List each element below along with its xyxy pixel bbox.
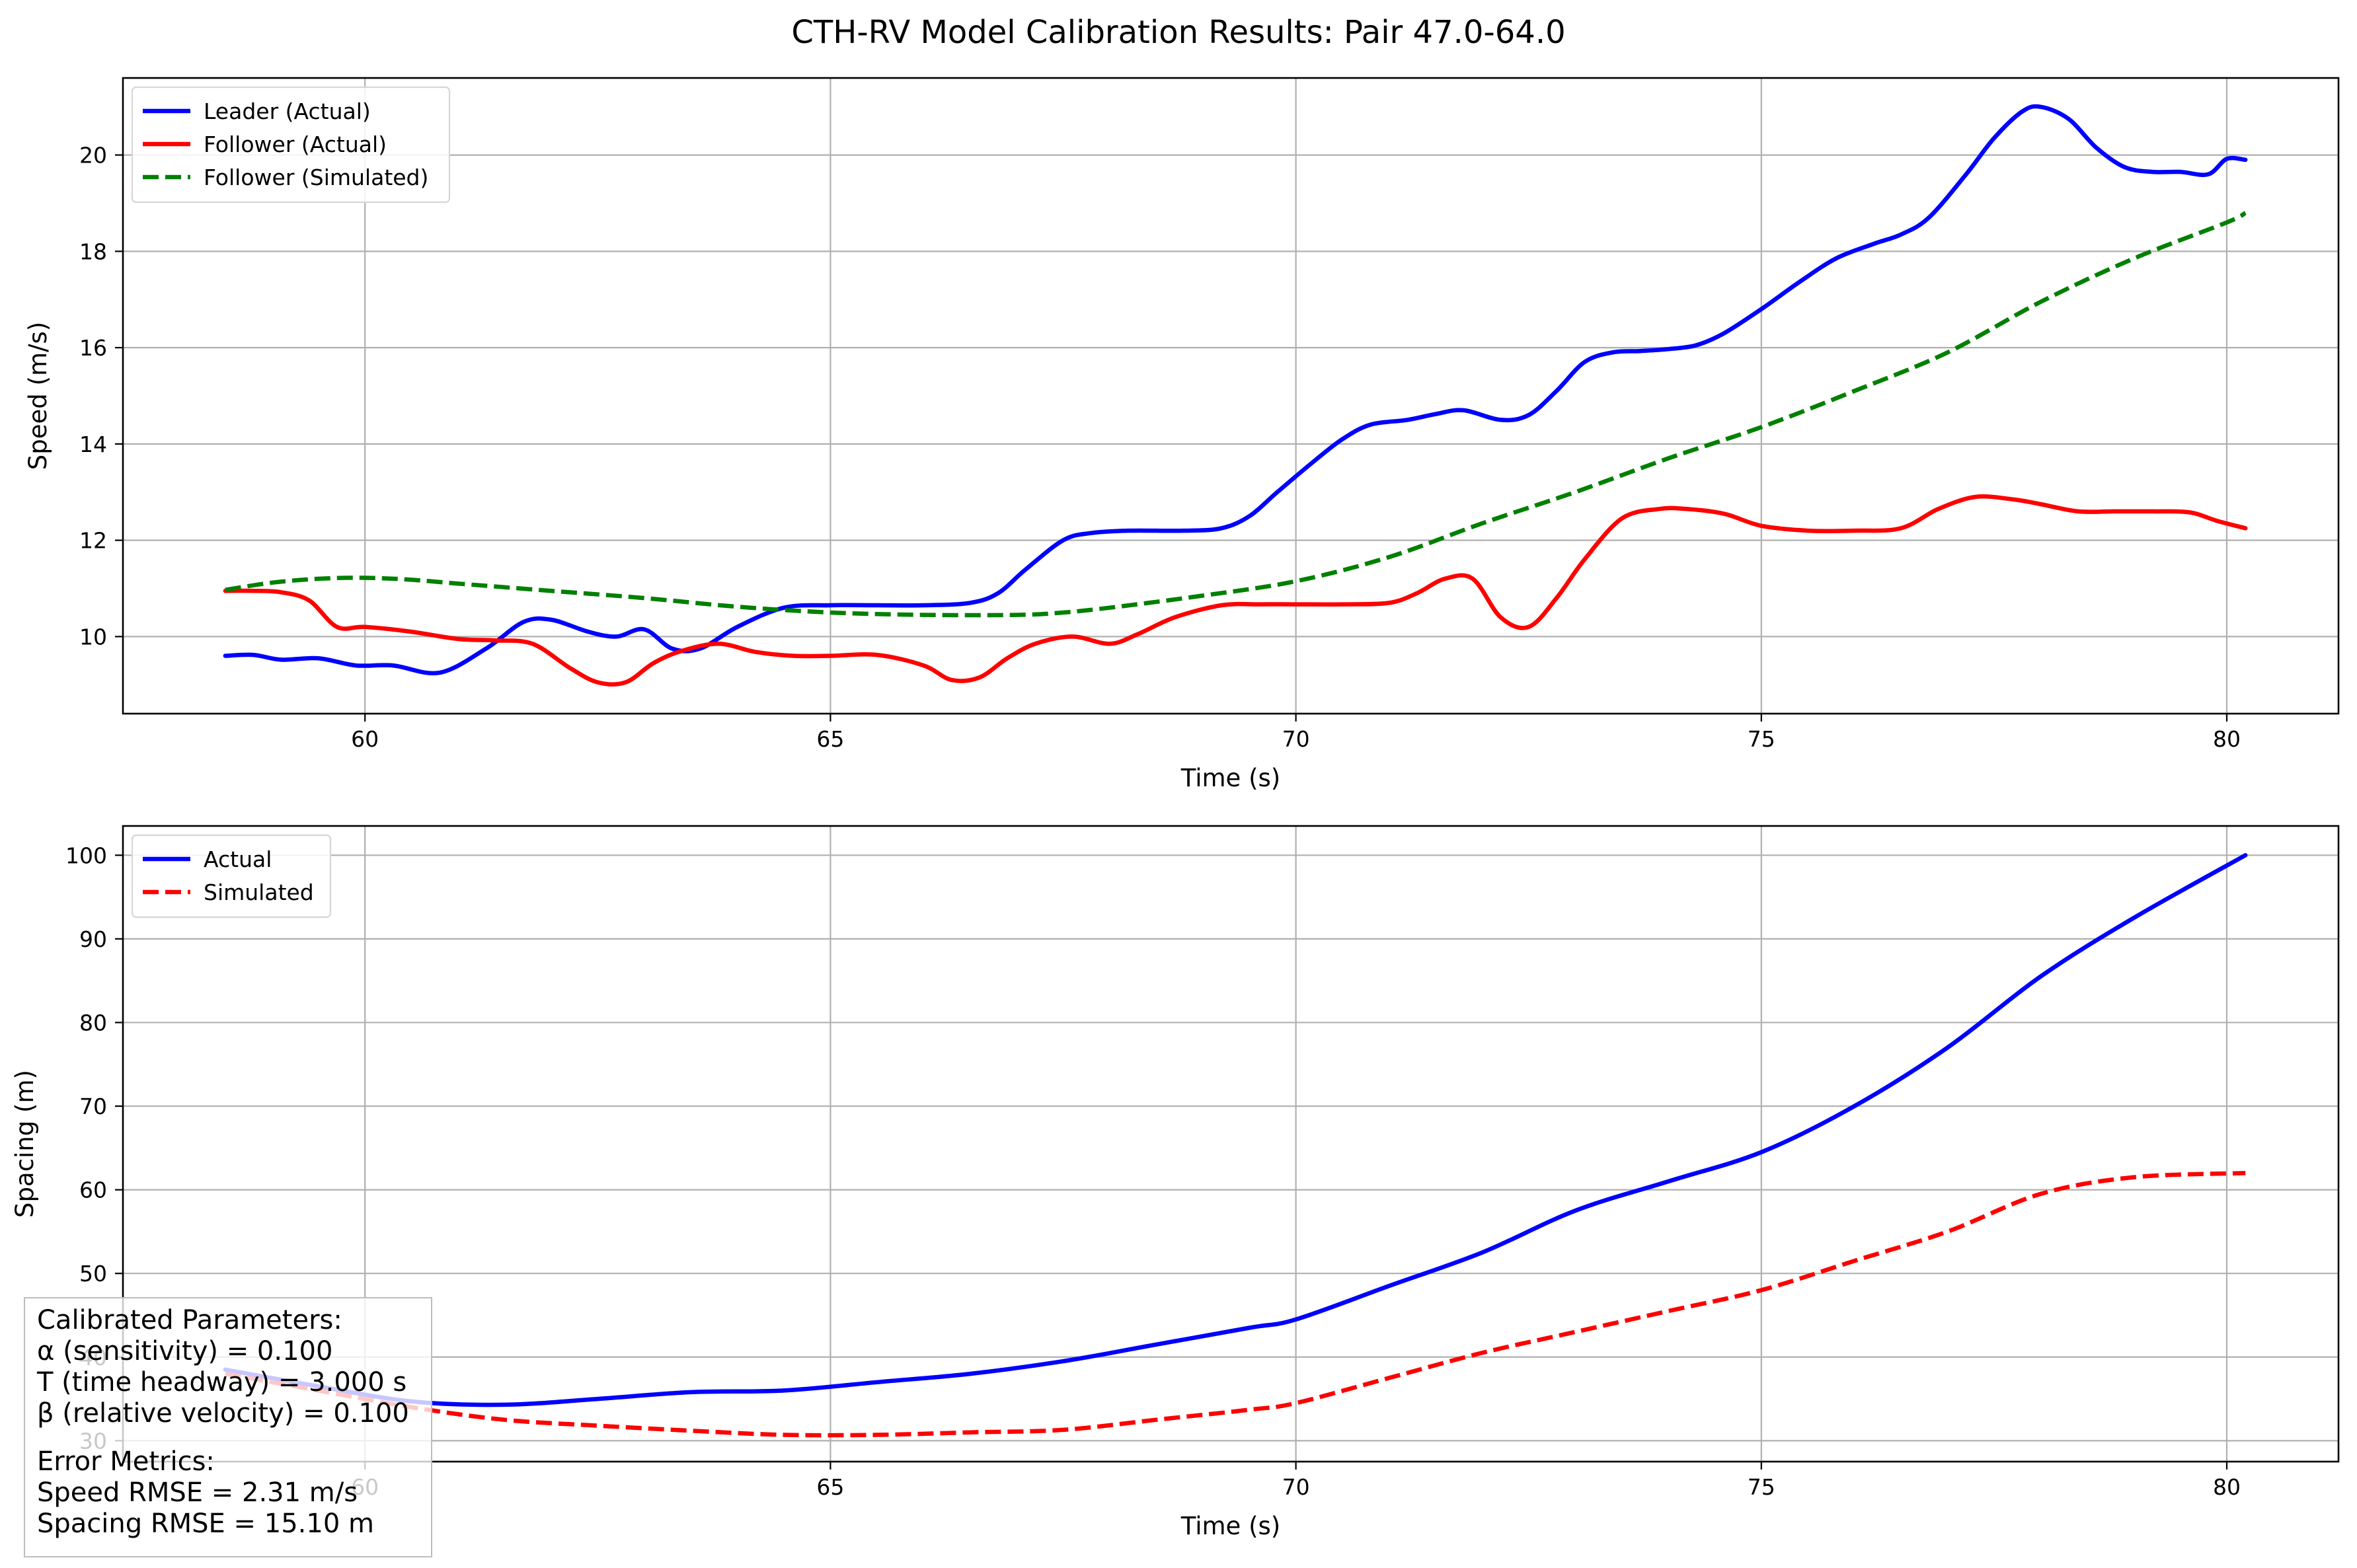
- param-beta: β (relative velocity) = 0.100: [37, 1398, 409, 1429]
- y-tick-label: 100: [65, 842, 107, 868]
- series-line-actual: [223, 853, 2248, 1407]
- y-tick-label: 70: [79, 1094, 107, 1119]
- y-tick-label: 20: [79, 143, 107, 168]
- x-tick-label: 75: [1748, 726, 1775, 752]
- x-tick-label: 70: [1282, 726, 1310, 752]
- axes-frame: [122, 77, 2340, 715]
- error-metrics-heading: Error Metrics:: [37, 1446, 215, 1477]
- y-tick-label: 12: [79, 528, 107, 554]
- params-gap: [37, 1429, 420, 1446]
- y-tick-label: 14: [79, 431, 107, 457]
- x-tick-label: 75: [1748, 1474, 1775, 1500]
- y-axis-label: Spacing (m): [11, 1070, 39, 1218]
- legend-label-actual: Actual: [204, 846, 272, 872]
- x-axis-label: Time (s): [1180, 764, 1280, 792]
- y-tick-label: 60: [79, 1177, 107, 1203]
- series-line-follower-actual: [223, 494, 2248, 687]
- x-tick-label: 65: [816, 726, 844, 752]
- legend-label-leader-actual: Leader (Actual): [204, 98, 371, 124]
- series-line-simulated: [225, 1171, 2246, 1438]
- y-tick-label: 80: [79, 1010, 107, 1035]
- series-line-leader-actual: [223, 104, 2248, 676]
- x-tick-label: 80: [2213, 726, 2241, 752]
- x-tick-label: 70: [1282, 1474, 1310, 1500]
- x-tick-label: 60: [351, 726, 379, 752]
- legend-label-simulated: Simulated: [204, 879, 314, 905]
- param-time-headway: T (time headway) = 3.000 s: [37, 1367, 407, 1398]
- y-tick-label: 90: [79, 926, 107, 952]
- speed-rmse: Speed RMSE = 2.31 m/s: [37, 1477, 358, 1508]
- y-tick-label: 10: [79, 624, 107, 650]
- y-axis-label: Speed (m/s): [24, 322, 52, 470]
- speed-subplot: 60 65 70 75 80 10 12 14 16 18 20 Time (s) Speed (m/s…: [24, 77, 2340, 792]
- calibrated-parameters-box: Calibrated Parameters: α (sensitivity) =…: [24, 1297, 432, 1557]
- x-tick-label: 80: [2213, 1474, 2241, 1500]
- axes-frame: [122, 825, 2340, 1463]
- param-alpha: α (sensitivity) = 0.100: [37, 1336, 333, 1366]
- figure-title: CTH-RV Model Calibration Results: Pair 4…: [791, 14, 1565, 51]
- y-tick-label: 50: [79, 1261, 107, 1287]
- y-tick-label: 18: [79, 239, 107, 264]
- x-axis-label: Time (s): [1180, 1512, 1280, 1540]
- legend-box: [131, 86, 451, 204]
- spacing-rmse: Spacing RMSE = 15.10 m: [37, 1509, 374, 1539]
- params-heading: Calibrated Parameters:: [37, 1305, 342, 1335]
- legend-box: [131, 834, 332, 918]
- series-line-follower-simulated: [225, 211, 2247, 618]
- legend-label-follower-simulated: Follower (Simulated): [204, 165, 428, 190]
- y-tick-label: 16: [79, 335, 107, 361]
- legend-label-follower-actual: Follower (Actual): [204, 131, 387, 157]
- x-tick-label: 65: [816, 1474, 844, 1500]
